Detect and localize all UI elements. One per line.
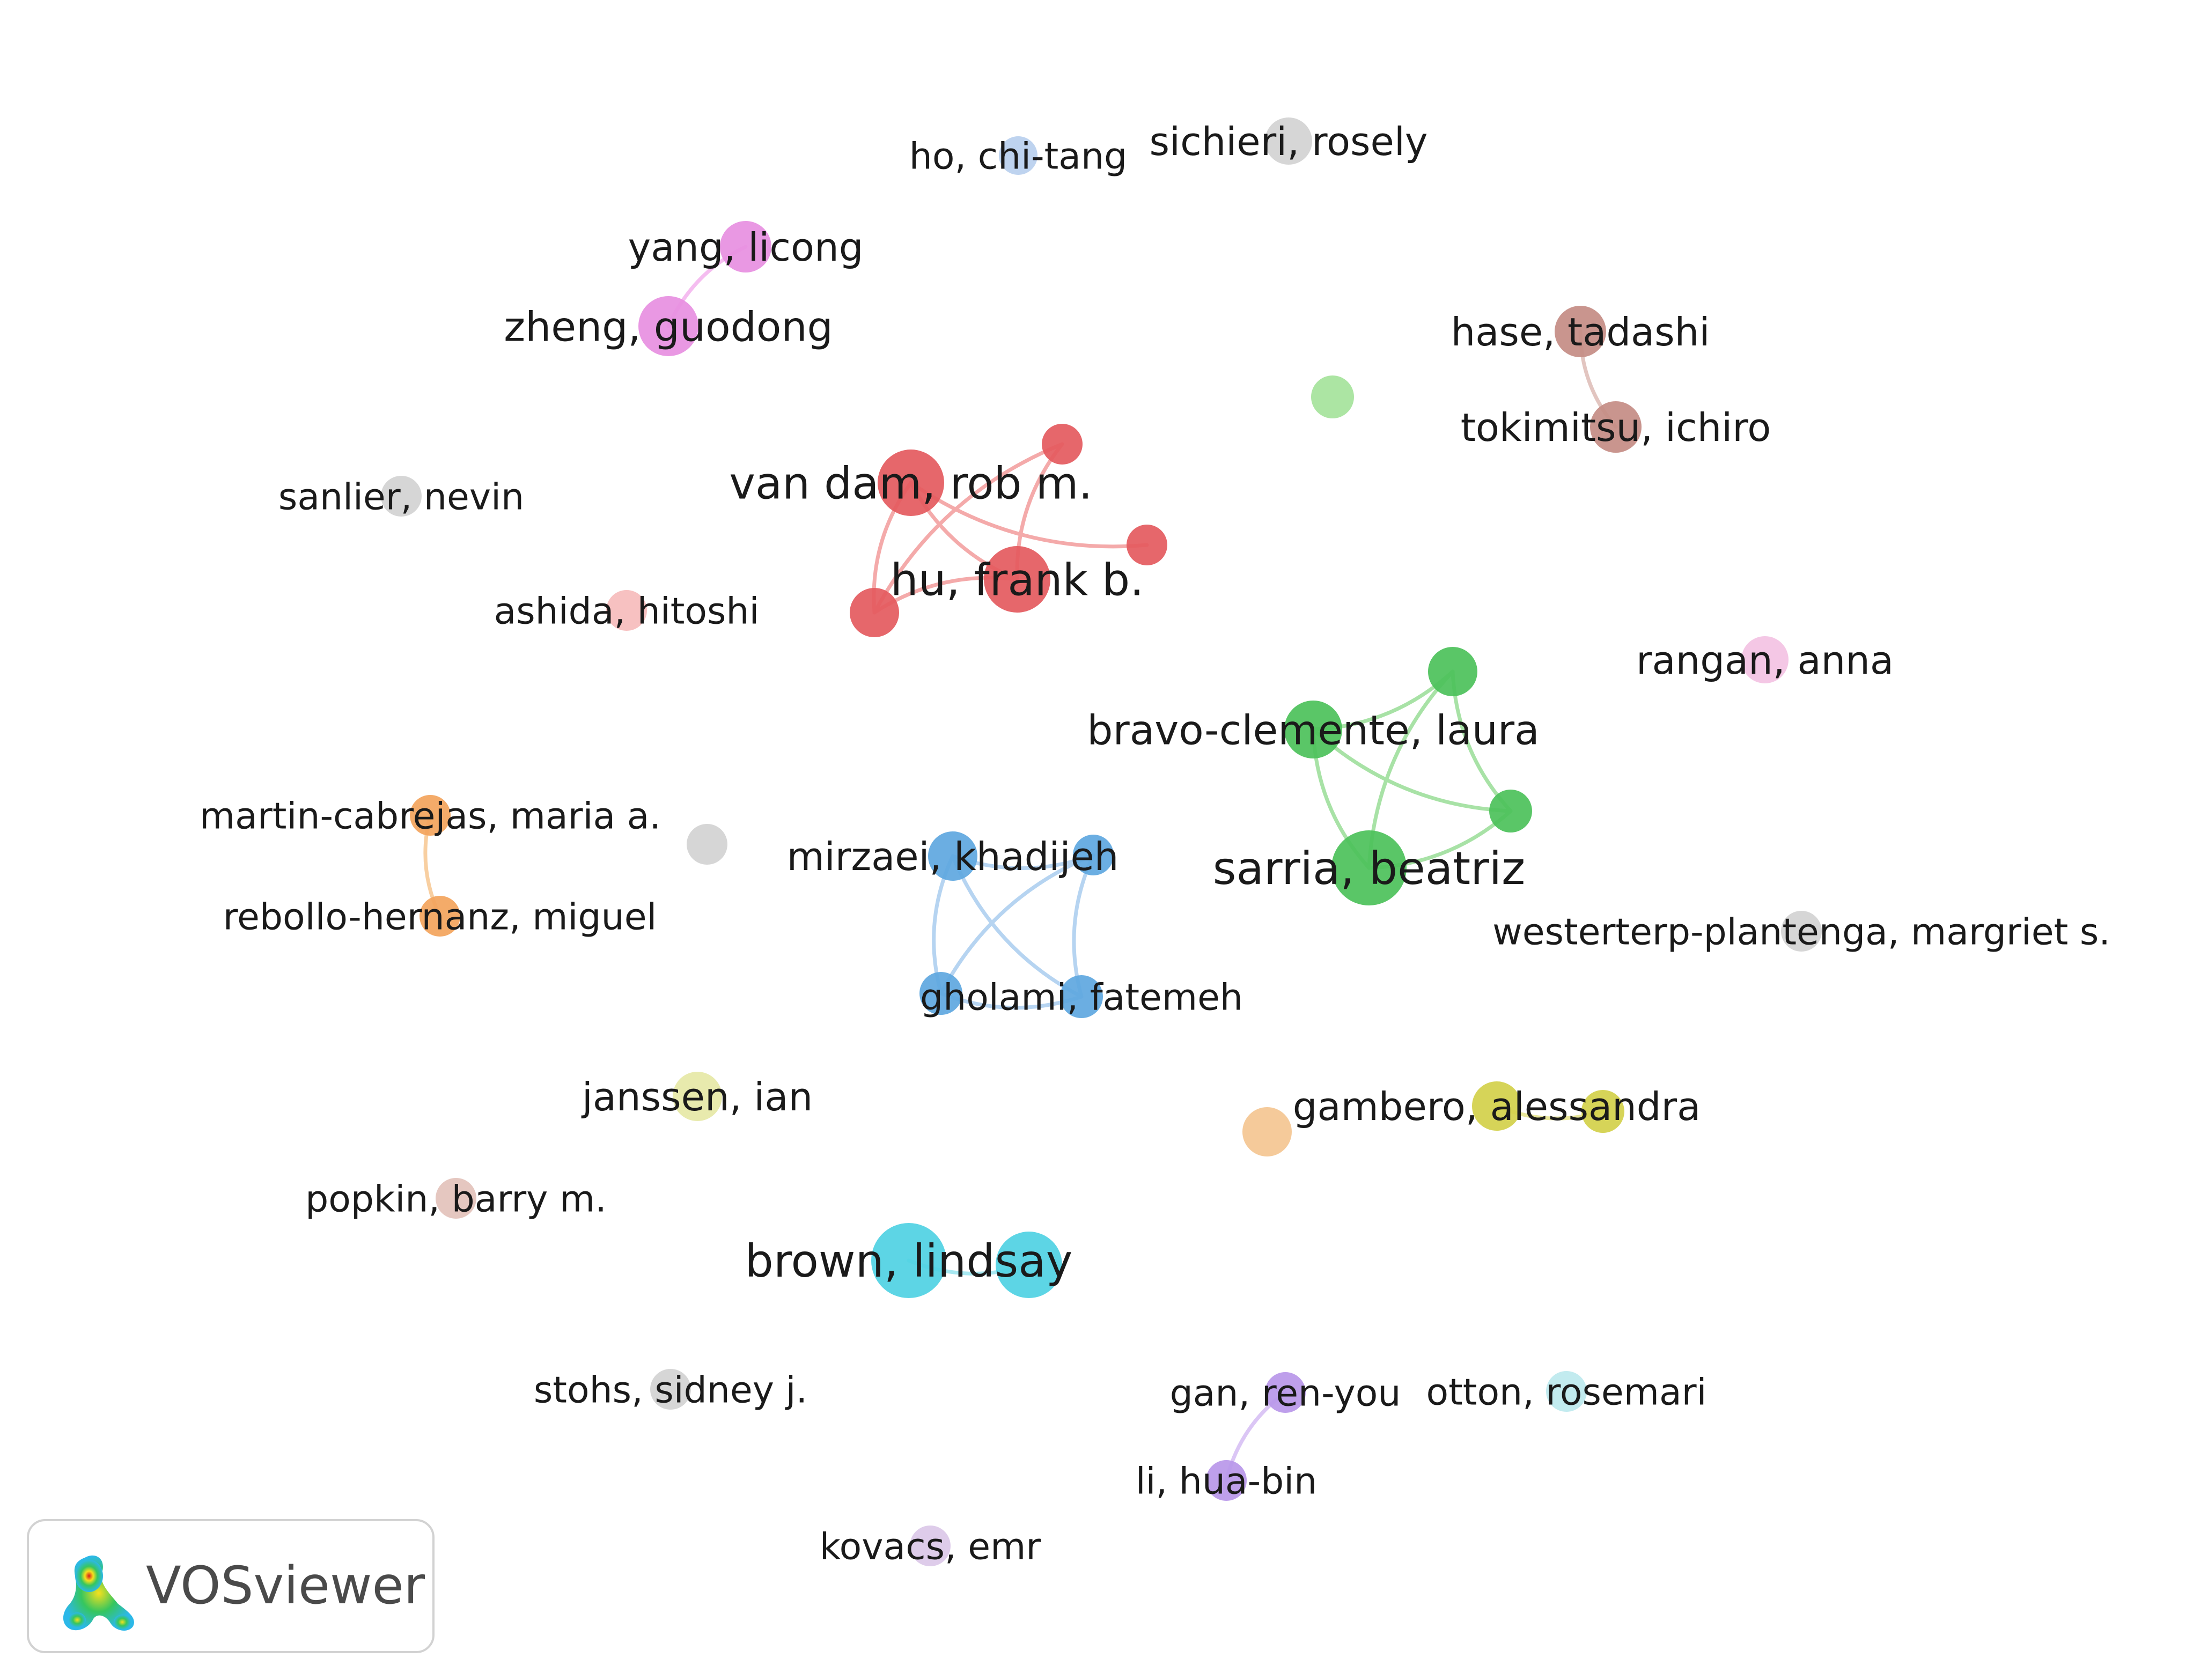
node-mirzaei[interactable] xyxy=(928,831,977,881)
node-li[interactable] xyxy=(1206,1460,1247,1501)
node-red3[interactable] xyxy=(850,588,899,637)
node-gan[interactable] xyxy=(1265,1372,1306,1413)
node-gambero[interactable] xyxy=(1472,1081,1521,1131)
edge-red1-red3 xyxy=(872,442,1064,615)
node-kovacs[interactable] xyxy=(910,1526,951,1566)
node-label-popkin: popkin, barry m. xyxy=(305,1178,607,1220)
node-tokimitsu[interactable] xyxy=(1590,401,1642,453)
node-rebollo[interactable] xyxy=(420,896,460,937)
node-lightgreen[interactable] xyxy=(1311,375,1354,418)
node-stohs[interactable] xyxy=(650,1369,691,1410)
node-janssen[interactable] xyxy=(673,1072,722,1121)
node-grey1[interactable] xyxy=(687,824,727,865)
node-label-mirzaei: mirzaei, khadijeh xyxy=(787,834,1119,879)
node-label-gambero: gambero, alessandra xyxy=(1293,1084,1701,1129)
vosviewer-badge: VOSviewer xyxy=(27,1519,435,1653)
node-label-hu: hu, frank b. xyxy=(891,555,1144,606)
node-hase[interactable] xyxy=(1555,306,1606,357)
node-brown[interactable] xyxy=(871,1223,946,1298)
node-label-rangan: rangan, anna xyxy=(1636,638,1894,683)
node-label-yang: yang, licong xyxy=(628,225,864,270)
node-label-brown: brown, lindsay xyxy=(745,1235,1073,1287)
node-green1[interactable] xyxy=(1428,647,1477,696)
labels-layer: ho, chi-tang sichieri, rosely yang, licong… xyxy=(200,119,2110,1568)
node-label-zheng: zheng, guodong xyxy=(504,303,833,350)
node-ho[interactable] xyxy=(999,136,1037,175)
node-yellow1[interactable] xyxy=(1581,1090,1624,1133)
node-label-sanlier: sanlier, nevin xyxy=(278,476,524,518)
node-westerterp[interactable] xyxy=(1781,911,1822,952)
nodes-layer xyxy=(381,117,1822,1566)
edge-mirzaei-gholami xyxy=(951,854,1084,999)
node-label-sarria: sarria, beatriz xyxy=(1213,842,1525,895)
node-ashida[interactable] xyxy=(606,590,647,631)
node-label-li: li, hua-bin xyxy=(1136,1460,1318,1502)
edge-vandam-red2 xyxy=(909,481,1149,549)
node-red2[interactable] xyxy=(1127,525,1167,565)
node-label-vandam: van dam, rob m. xyxy=(729,459,1092,510)
node-label-ho: ho, chi-tang xyxy=(909,135,1127,178)
node-label-otton: otton, rosemari xyxy=(1426,1371,1707,1413)
node-rangan[interactable] xyxy=(1741,636,1789,683)
edge-blue1-blue2 xyxy=(939,853,1095,996)
node-hu[interactable] xyxy=(984,546,1050,613)
node-martin[interactable] xyxy=(410,795,451,836)
node-cyan1[interactable] xyxy=(996,1232,1062,1298)
node-vandam[interactable] xyxy=(878,450,944,516)
node-label-hase: hase, tadashi xyxy=(1451,310,1710,355)
node-yang[interactable] xyxy=(720,221,771,272)
node-label-janssen: janssen, ian xyxy=(581,1074,813,1119)
node-label-tokimitsu: tokimitsu, ichiro xyxy=(1461,405,1771,450)
node-label-rebollo: rebollo-hernanz, miguel xyxy=(223,896,657,938)
vosviewer-density-logo-icon xyxy=(63,1555,134,1631)
node-label-westerterp: westerterp-plantenga, margriet s. xyxy=(1492,911,2110,953)
node-label-ashida: ashida, hitoshi xyxy=(494,590,760,632)
node-blue1[interactable] xyxy=(1073,835,1114,875)
vosviewer-wordmark: VOSviewer xyxy=(146,1556,425,1616)
node-otton[interactable] xyxy=(1546,1371,1587,1412)
node-bravo[interactable] xyxy=(1284,701,1342,758)
node-sichieri[interactable] xyxy=(1265,117,1312,165)
node-label-bravo: bravo-clemente, laura xyxy=(1087,706,1540,754)
node-gholami[interactable] xyxy=(1060,975,1103,1018)
node-label-gan: gan, ren-you xyxy=(1170,1372,1401,1414)
node-peach[interactable] xyxy=(1242,1107,1292,1156)
node-sarria[interactable] xyxy=(1331,830,1407,905)
node-label-gholami: gholami, fatemeh xyxy=(920,976,1243,1019)
node-label-stohs: stohs, sidney j. xyxy=(534,1369,807,1411)
node-label-sichieri: sichieri, rosely xyxy=(1150,119,1428,164)
edge-bravo-green2 xyxy=(1311,727,1513,813)
node-sanlier[interactable] xyxy=(381,476,422,517)
node-label-kovacs: kovacs, emr xyxy=(820,1526,1041,1568)
node-label-martin: martin-cabrejas, maria a. xyxy=(200,795,661,837)
node-blue2[interactable] xyxy=(919,972,962,1015)
node-zheng[interactable] xyxy=(638,296,698,356)
node-popkin[interactable] xyxy=(436,1178,476,1219)
node-green2[interactable] xyxy=(1489,790,1532,832)
node-red1[interactable] xyxy=(1042,424,1083,465)
